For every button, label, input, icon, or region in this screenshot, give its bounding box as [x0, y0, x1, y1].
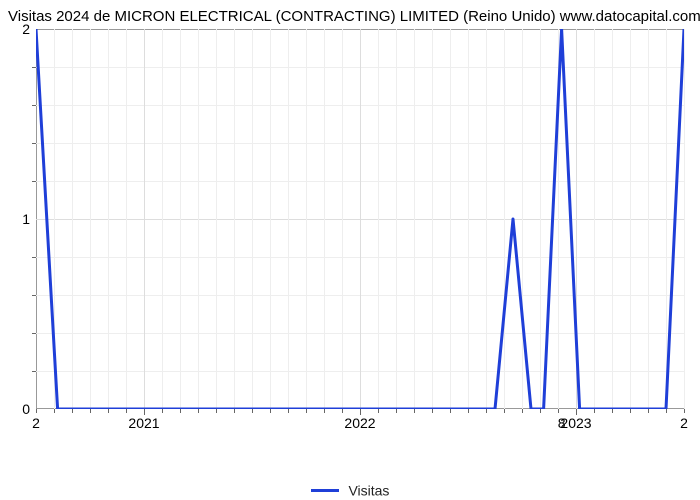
legend-label: Visitas: [348, 482, 389, 498]
x-tick-minor: [108, 409, 109, 413]
x-tick-minor: [630, 409, 631, 413]
y-tick-label: 2: [8, 21, 30, 37]
x-tick-minor: [126, 409, 127, 413]
x-tick-minor: [72, 409, 73, 413]
x-tick-label: 2021: [128, 415, 159, 431]
x-tick-minor: [36, 409, 37, 413]
x-tick-minor: [306, 409, 307, 413]
x-tick-minor: [378, 409, 379, 413]
y-tick-label: 1: [8, 211, 30, 227]
x-tick-minor: [270, 409, 271, 413]
x-tick-minor: [54, 409, 55, 413]
x-tick-minor: [486, 409, 487, 413]
x-tick-minor: [180, 409, 181, 413]
value-label: 2: [680, 415, 688, 431]
x-tick-minor: [216, 409, 217, 413]
chart-container: Visitas 2024 de MICRON ELECTRICAL (CONTR…: [0, 0, 700, 500]
x-tick-minor: [612, 409, 613, 413]
gridline-v-minor: [684, 29, 685, 409]
x-tick-minor: [198, 409, 199, 413]
x-tick-minor: [450, 409, 451, 413]
chart-title: Visitas 2024 de MICRON ELECTRICAL (CONTR…: [8, 8, 688, 25]
value-label: 8: [558, 415, 566, 431]
x-tick-minor: [90, 409, 91, 413]
x-tick-minor: [288, 409, 289, 413]
value-label: 2: [32, 415, 40, 431]
x-tick-minor: [594, 409, 595, 413]
x-tick-minor: [666, 409, 667, 413]
x-tick-minor: [684, 409, 685, 413]
x-tick-minor: [432, 409, 433, 413]
x-tick-minor: [522, 409, 523, 413]
x-tick-minor: [648, 409, 649, 413]
x-tick-minor: [558, 409, 559, 413]
chart-area: 012 202120222023 282: [8, 29, 684, 439]
x-tick-minor: [162, 409, 163, 413]
line-series: [36, 29, 684, 409]
x-tick-minor: [342, 409, 343, 413]
x-tick-minor: [324, 409, 325, 413]
x-tick-minor: [396, 409, 397, 413]
x-tick-minor: [252, 409, 253, 413]
x-tick-minor: [414, 409, 415, 413]
legend: Visitas: [0, 481, 700, 498]
legend-swatch: [311, 489, 339, 492]
x-tick-label: 2022: [344, 415, 375, 431]
x-tick-minor: [468, 409, 469, 413]
x-tick-minor: [540, 409, 541, 413]
y-tick-label: 0: [8, 401, 30, 417]
x-tick-minor: [504, 409, 505, 413]
x-tick-minor: [234, 409, 235, 413]
